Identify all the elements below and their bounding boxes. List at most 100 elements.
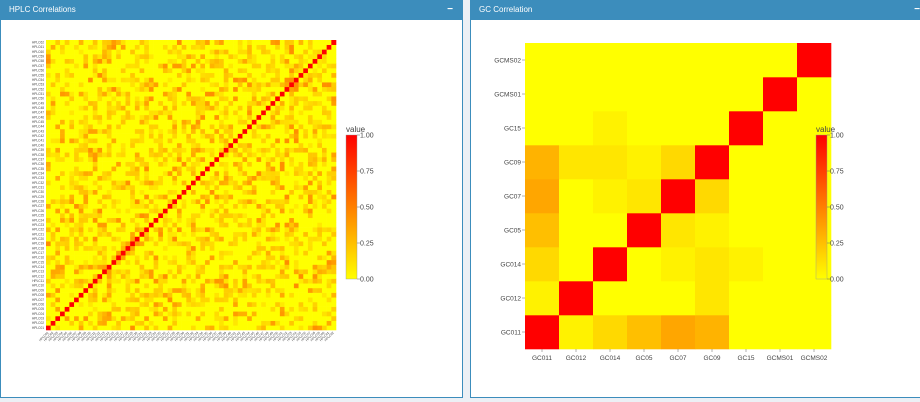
heatmap-cell bbox=[134, 96, 140, 102]
heatmap-cell bbox=[200, 255, 206, 261]
heatmap-cell bbox=[195, 255, 201, 261]
heatmap-cell bbox=[46, 306, 51, 312]
heatmap-cell bbox=[125, 269, 131, 275]
heatmap-cell bbox=[219, 222, 225, 228]
heatmap-cell bbox=[153, 72, 159, 78]
heatmap-cell bbox=[120, 301, 126, 307]
heatmap-cell bbox=[50, 175, 56, 181]
heatmap-cell bbox=[102, 105, 108, 111]
heatmap-cell bbox=[219, 203, 225, 209]
hplc-collapse-button[interactable]: − bbox=[447, 4, 453, 15]
heatmap-cell bbox=[326, 63, 332, 69]
heatmap-cell bbox=[303, 315, 309, 321]
heatmap-cell bbox=[69, 213, 75, 219]
heatmap-cell bbox=[172, 54, 178, 60]
heatmap-cell bbox=[261, 86, 267, 92]
heatmap-cell bbox=[293, 166, 299, 172]
heatmap-cell bbox=[321, 161, 327, 167]
heatmap-cell bbox=[167, 114, 173, 120]
heatmap-cell bbox=[214, 273, 220, 279]
heatmap-cell bbox=[55, 161, 61, 167]
heatmap-cell bbox=[144, 175, 150, 181]
heatmap-cell bbox=[55, 100, 61, 106]
heatmap-cell bbox=[172, 301, 178, 307]
heatmap-cell bbox=[195, 128, 201, 134]
y-tick-label: HPLC38 bbox=[32, 153, 44, 157]
heatmap-cell bbox=[284, 86, 290, 92]
heatmap-cell bbox=[111, 110, 117, 116]
heatmap-cell bbox=[312, 54, 318, 60]
heatmap-cell bbox=[74, 264, 80, 270]
heatmap-cell bbox=[102, 301, 108, 307]
heatmap-cell bbox=[60, 269, 66, 275]
heatmap-cell bbox=[134, 114, 140, 120]
heatmap-cell bbox=[298, 250, 304, 256]
heatmap-cell bbox=[289, 245, 295, 251]
heatmap-cell bbox=[214, 213, 220, 219]
heatmap-cell bbox=[46, 203, 51, 209]
heatmap-cell bbox=[261, 133, 267, 139]
heatmap-cell bbox=[275, 231, 281, 237]
heatmap-cell bbox=[64, 311, 70, 317]
heatmap-cell bbox=[176, 54, 182, 60]
heatmap-cell bbox=[326, 278, 332, 284]
heatmap-cell bbox=[205, 255, 211, 261]
heatmap-cell bbox=[228, 68, 234, 74]
heatmap-cell bbox=[120, 142, 126, 148]
gc-collapse-button[interactable]: − bbox=[914, 4, 920, 15]
heatmap-cell bbox=[111, 49, 117, 55]
heatmap-cell bbox=[88, 222, 94, 228]
heatmap-cell bbox=[111, 68, 117, 74]
heatmap-cell bbox=[251, 273, 257, 279]
heatmap-cell bbox=[176, 133, 182, 139]
heatmap-cell bbox=[78, 283, 84, 289]
heatmap-cell bbox=[265, 180, 271, 186]
y-tick-label: GC014 bbox=[500, 262, 521, 269]
heatmap-cell bbox=[627, 213, 662, 248]
heatmap-cell bbox=[261, 161, 267, 167]
heatmap-cell bbox=[279, 287, 285, 293]
heatmap-cell bbox=[116, 170, 122, 176]
heatmap-cell bbox=[317, 292, 323, 298]
heatmap-cell bbox=[172, 119, 178, 125]
heatmap-cell bbox=[74, 133, 80, 139]
heatmap-cell bbox=[195, 91, 201, 97]
heatmap-cell bbox=[46, 199, 51, 205]
heatmap-cell bbox=[279, 250, 285, 256]
heatmap-cell bbox=[284, 250, 290, 256]
heatmap-cell bbox=[162, 315, 168, 321]
y-tick-label: HPLC56 bbox=[32, 69, 44, 73]
heatmap-cell bbox=[284, 222, 290, 228]
heatmap-cell bbox=[111, 161, 117, 167]
heatmap-cell bbox=[261, 170, 267, 176]
heatmap-cell bbox=[209, 105, 215, 111]
heatmap-cell bbox=[237, 161, 243, 167]
heatmap-cell bbox=[261, 119, 267, 125]
heatmap-cell bbox=[88, 100, 94, 106]
heatmap-cell bbox=[125, 58, 131, 64]
heatmap-cell bbox=[317, 133, 323, 139]
heatmap-cell bbox=[69, 283, 75, 289]
x-tick-label: HPLC04 bbox=[52, 331, 64, 343]
heatmap-cell bbox=[279, 82, 285, 88]
heatmap-cell bbox=[153, 320, 159, 326]
heatmap-cell bbox=[158, 44, 164, 50]
heatmap-cell bbox=[144, 54, 150, 60]
heatmap-cell bbox=[559, 213, 594, 248]
heatmap-cell bbox=[312, 255, 318, 261]
hplc-panel-title: HPLC Correlations bbox=[9, 5, 76, 14]
heatmap-cell bbox=[181, 114, 187, 120]
heatmap-cell bbox=[134, 301, 140, 307]
heatmap-cell bbox=[134, 325, 140, 331]
heatmap-cell bbox=[237, 306, 243, 312]
heatmap-cell bbox=[223, 119, 229, 125]
heatmap-cell bbox=[78, 72, 84, 78]
heatmap-cell bbox=[162, 68, 168, 74]
heatmap-cell bbox=[251, 320, 257, 326]
heatmap-cell bbox=[74, 278, 80, 284]
heatmap-cell bbox=[181, 72, 187, 78]
heatmap-cell bbox=[275, 91, 281, 97]
heatmap-cell bbox=[50, 49, 56, 55]
heatmap-cell bbox=[191, 147, 196, 153]
heatmap-cell bbox=[186, 100, 192, 106]
